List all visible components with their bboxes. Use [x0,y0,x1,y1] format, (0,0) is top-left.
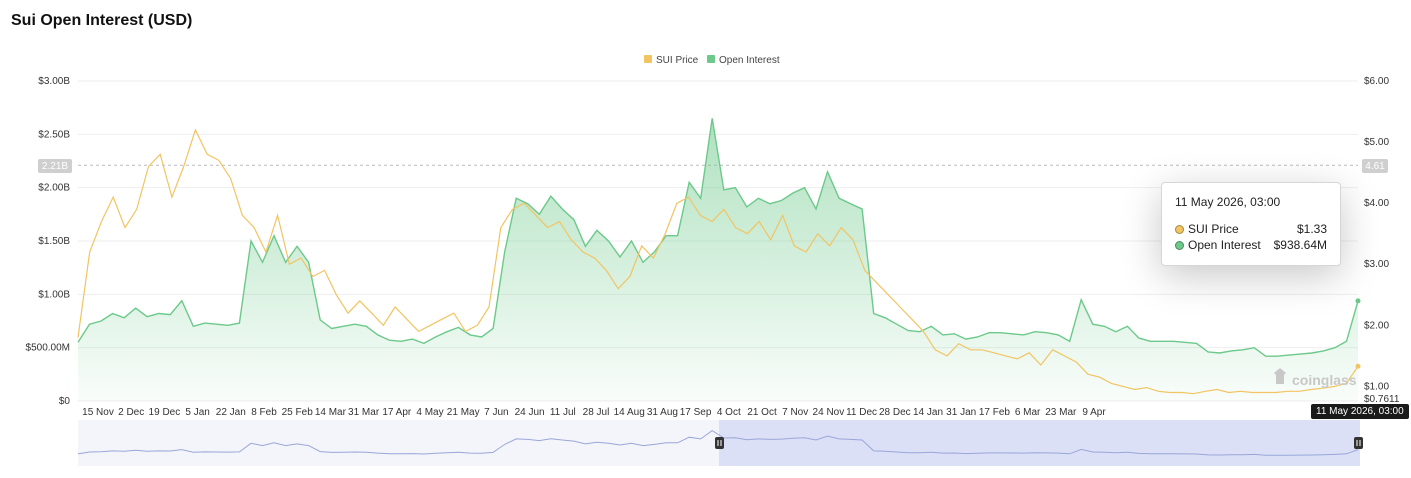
x-tick-label: 17 Sep [680,407,712,418]
x-tick-label: 11 Dec [846,407,877,418]
y-left-tick-label: $2.00B [38,183,70,194]
navigator-handle-left[interactable] [715,437,724,449]
chart-tooltip: 11 May 2026, 03:00 SUI Price $1.33 Open … [1161,182,1341,266]
y-left-tick-label: $1.00B [38,289,70,300]
watermark: coinglass [1274,368,1357,388]
handle-icon[interactable] [1354,437,1363,449]
open-interest-line [77,118,1359,357]
x-tick-label: 17 Apr [382,407,412,418]
x-tick-label: 7 Jun [484,407,508,418]
x-tick-label: 4 May [416,407,443,418]
handle-icon[interactable] [715,437,724,449]
x-tick-label: 24 Jun [515,407,545,418]
legend-label-open-interest: Open Interest [719,55,780,66]
x-tick-label: 7 Nov [782,407,808,418]
tooltip-row-value: $938.64M [1273,238,1327,252]
x-tick-label: 21 May [447,407,480,418]
tooltip-row-sui-price: SUI Price $1.33 [1175,221,1327,237]
x-tick-label: 14 Mar [315,407,347,418]
legend-label-sui-price: SUI Price [656,55,699,66]
crosshair-left-badge [38,159,72,173]
x-tick-label: 14 Jan [913,407,943,418]
y-left-tick-label: $2.50B [38,129,70,140]
legend: SUI Price Open Interest [644,55,780,66]
navigator-selection[interactable] [719,420,1360,466]
open-interest-area [78,118,1358,402]
x-tick-label: 4 Oct [717,407,741,418]
tooltip-row-open-interest: Open Interest $938.64M [1175,237,1327,253]
sui-price-dot-icon [1175,224,1184,234]
tooltip-row-value: $1.33 [1296,222,1327,236]
crosshair-time-badge: 11 May 2026, 03:00 [1311,404,1409,419]
x-tick-label: 19 Dec [149,407,181,418]
navigator-line [77,429,1359,456]
x-tick-label: 31 Mar [348,407,380,418]
crosshair-left-label: 2.21B [42,161,68,172]
x-tick-label: 22 Jan [216,407,246,418]
y-right-tick-label: $3.00 [1364,259,1389,270]
tooltip-row-name: SUI Price [1188,222,1239,236]
tooltip-date: 11 May 2026, 03:00 [1175,195,1281,209]
page-title: Sui Open Interest (USD) [11,12,193,29]
crosshair-right-label: 4.61 [1365,161,1385,172]
sui-price-line [77,128,1359,395]
open-interest-end-point [1355,298,1361,304]
x-tick-label: 25 Feb [282,407,314,418]
navigator-handle-right[interactable] [1354,437,1363,449]
x-tick-label: 5 Jan [185,407,209,418]
y-right-tick-label: $6.00 [1364,76,1389,87]
x-tick-label: 8 Feb [251,407,277,418]
x-tick-label: 17 Feb [979,407,1011,418]
range-navigator[interactable] [77,420,1363,466]
legend-swatch-sui-price [644,55,652,63]
sui-price-end-point [1355,363,1361,369]
y-right-tick-label: $2.00 [1364,320,1389,331]
y-left-tick-label: $1.50B [38,236,70,247]
y-right-tick-label: $4.00 [1364,198,1389,209]
y-right-min-label: $0.7611 [1364,394,1400,405]
x-tick-label: 28 Jul [583,407,610,418]
x-tick-label: 31 Jan [946,407,976,418]
y-left-tick-label: $3.00B [38,76,70,87]
x-tick-label: 24 Nov [813,407,845,418]
coinglass-logo-icon [1274,368,1286,384]
x-tick-label: 23 Mar [1045,407,1077,418]
y-left-tick-label: $0 [59,396,71,407]
y-right-tick-label: $5.00 [1364,137,1389,148]
x-tick-label: 14 Aug [614,407,645,418]
x-tick-label: 11 Jul [550,407,576,418]
x-tick-label: 21 Oct [747,407,777,418]
watermark-text: coinglass [1292,372,1357,388]
legend-swatch-open-interest [707,55,715,63]
y-right-tick-label: $1.00 [1364,381,1389,392]
tooltip-row-name: Open Interest [1188,238,1261,252]
x-tick-label: 15 Nov [82,407,114,418]
x-tick-label: 9 Apr [1082,407,1106,418]
crosshair-right-badge [1362,159,1388,173]
x-tick-label: 28 Dec [879,407,911,418]
x-tick-label: 2 Dec [118,407,144,418]
x-tick-label: 6 Mar [1015,407,1041,418]
x-tick-label: 31 Aug [647,407,678,418]
y-left-tick-label: $500.00M [26,343,70,354]
open-interest-dot-icon [1175,240,1184,250]
